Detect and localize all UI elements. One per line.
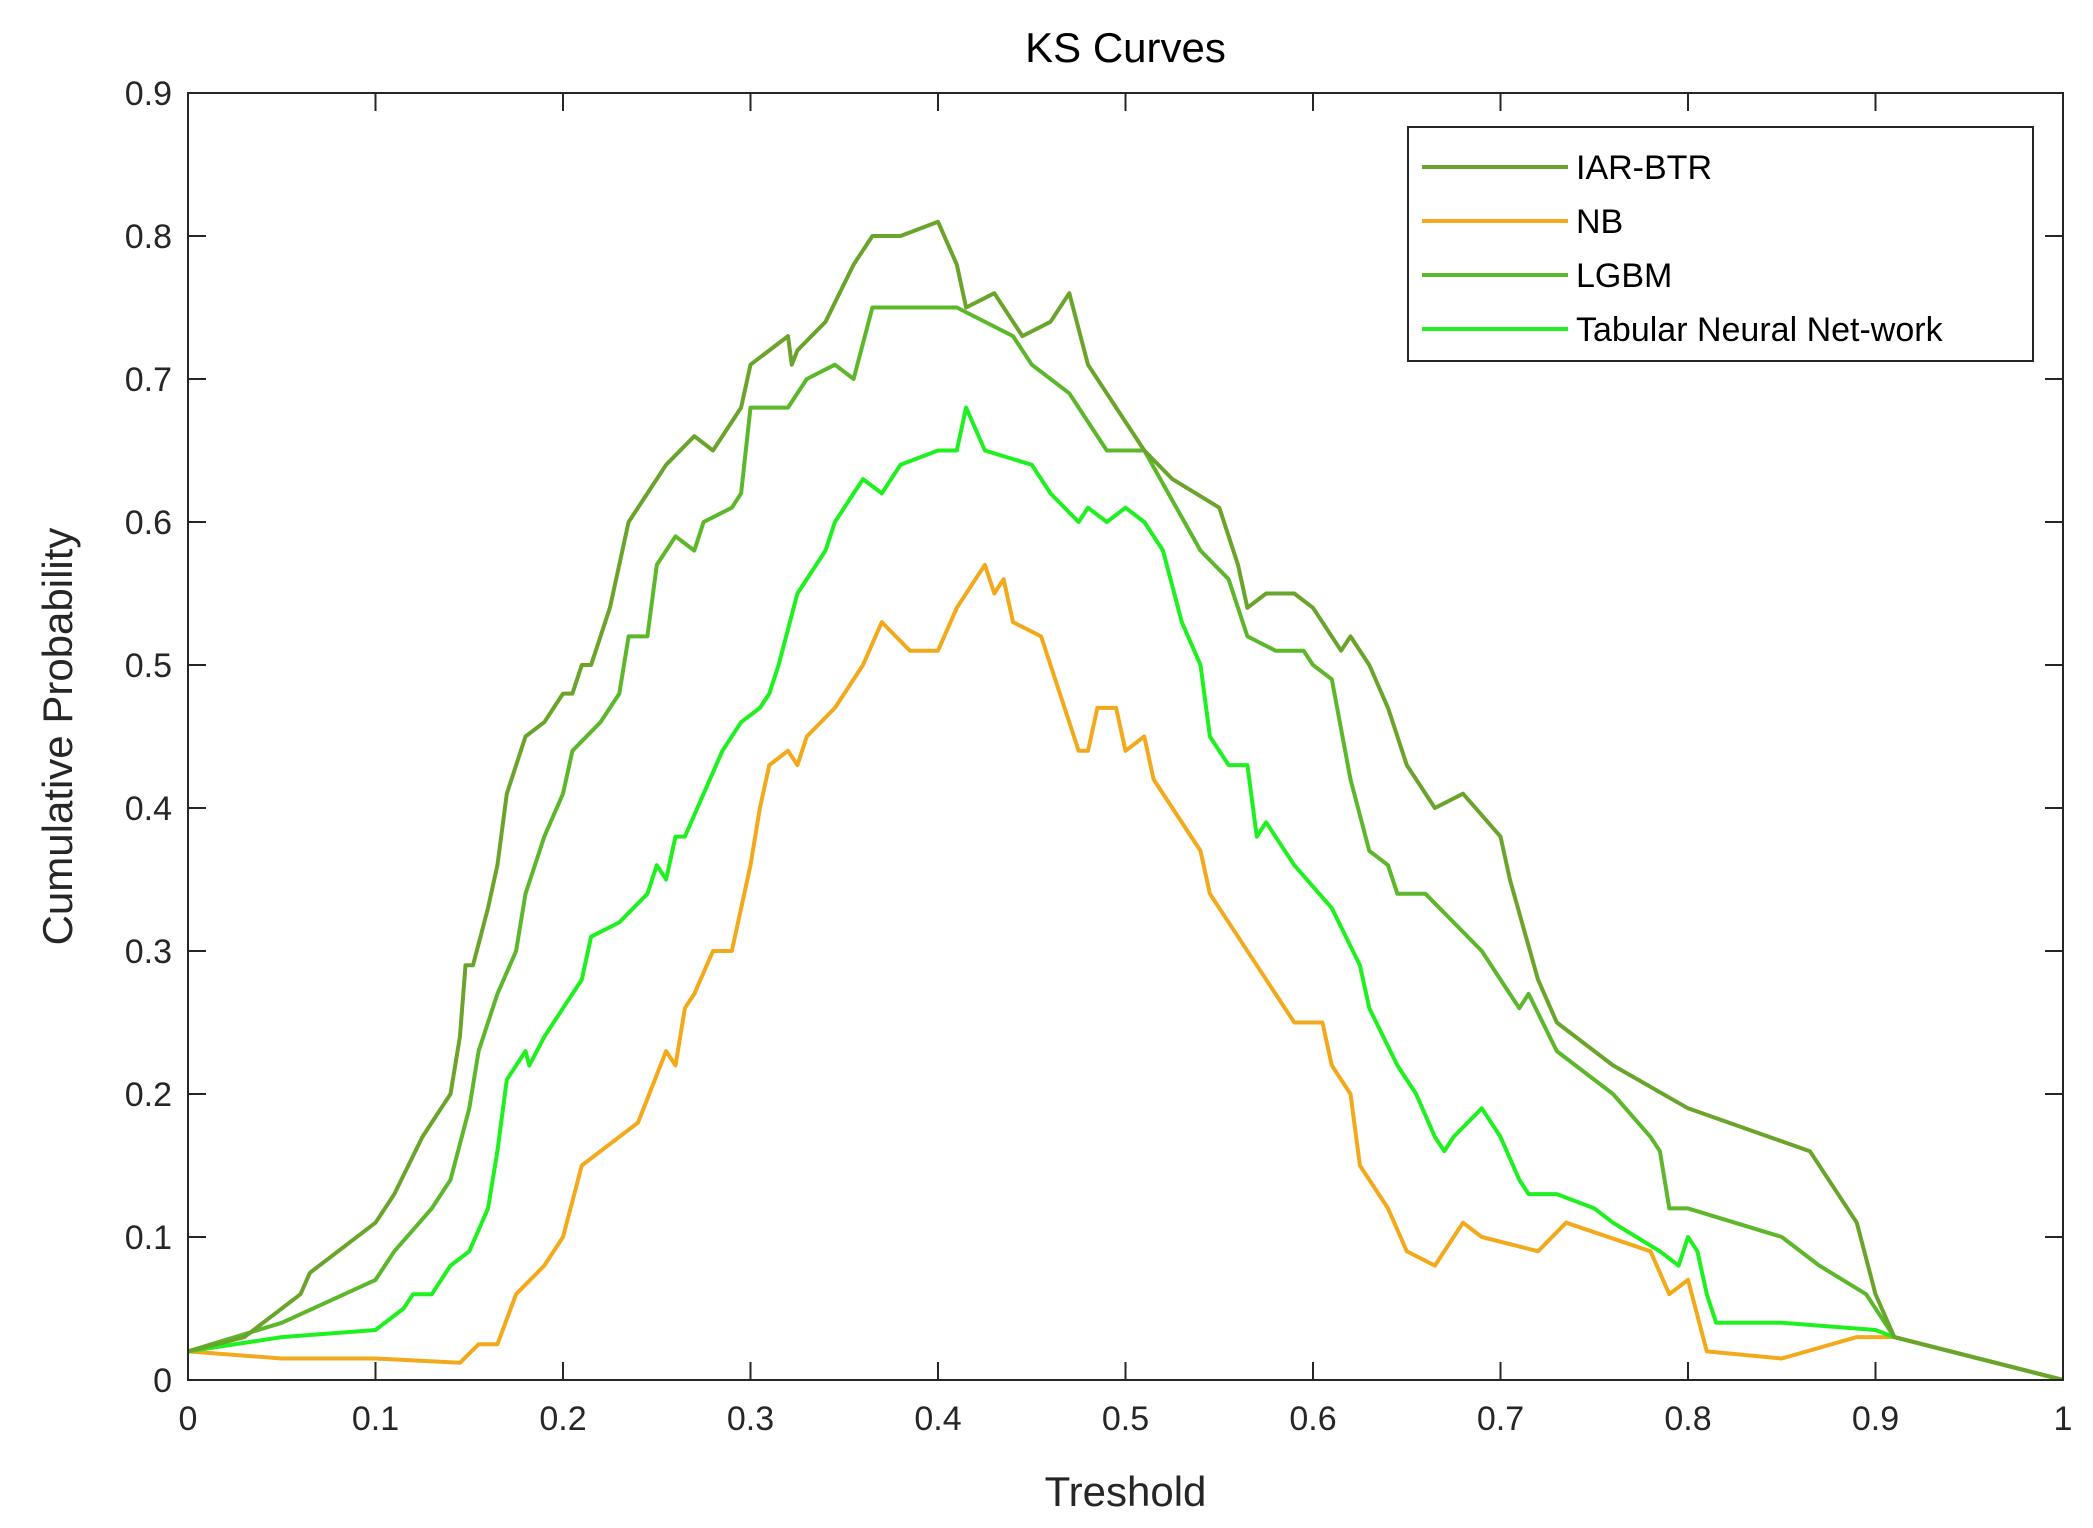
y-tick-label: 0.2 [125, 1076, 172, 1114]
x-axis-title: Treshold [1045, 1468, 1207, 1515]
y-tick-label: 0.7 [125, 361, 172, 399]
x-tick-label: 0.2 [539, 1400, 586, 1438]
y-tick-label: 0.4 [125, 790, 172, 828]
series-layer [188, 219, 2063, 1380]
x-tick-label: 0 [179, 1400, 198, 1438]
ticks-layer: 0 0.1 0.2 0.3 0.4 0.5 0.6 0.7 0.8 0.9 1 0 0.1 0.2 0.3 0… [125, 75, 2073, 1438]
series-line-nb [188, 562, 2063, 1380]
x-tick-label: 0.1 [352, 1400, 399, 1438]
x-tick-label: 0.5 [1102, 1400, 1149, 1438]
series-line-iar-btr [188, 219, 2063, 1380]
series-line-lgbm [188, 305, 2063, 1380]
legend-label-lgbm: LGBM [1576, 257, 1672, 295]
y-tick-label: 0.5 [125, 647, 172, 685]
y-tick-label: 0.1 [125, 1219, 172, 1257]
x-tick-label: 0.7 [1477, 1400, 1524, 1438]
chart-title: KS Curves [1025, 24, 1226, 71]
x-tick-label: 0.6 [1289, 1400, 1336, 1438]
series-line-tabular-neural-net-work [188, 405, 2063, 1380]
x-tick-label: 1 [2054, 1400, 2073, 1438]
y-tick-label: 0.6 [125, 504, 172, 542]
x-tick-label: 0.4 [914, 1400, 961, 1438]
legend-label-tabular-neural-net-work: Tabular Neural Net-work [1576, 311, 1944, 349]
legend-label-iar-btr: IAR-BTR [1576, 149, 1712, 187]
x-tick-label: 0.9 [1852, 1400, 1899, 1438]
x-tick-label: 0.8 [1664, 1400, 1711, 1438]
legend: IAR-BTR NB LGBM Tabular Neural Net-work [1407, 126, 2034, 362]
y-tick-label: 0.8 [125, 218, 172, 256]
y-tick-label: 0.3 [125, 933, 172, 971]
x-tick-label: 0.3 [727, 1400, 774, 1438]
y-tick-label: 0 [153, 1362, 172, 1400]
legend-label-nb: NB [1576, 203, 1623, 241]
y-axis-title: Cumulative Probability [34, 528, 81, 946]
y-tick-label: 0.9 [125, 75, 172, 113]
